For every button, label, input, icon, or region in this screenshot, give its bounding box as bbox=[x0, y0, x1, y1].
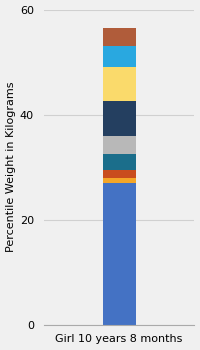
Bar bbox=[103, 28, 136, 46]
Bar bbox=[103, 67, 136, 102]
Bar bbox=[103, 178, 136, 183]
Y-axis label: Percentile Weight in Kilograms: Percentile Weight in Kilograms bbox=[6, 82, 16, 252]
Bar bbox=[103, 170, 136, 178]
Bar bbox=[103, 183, 136, 325]
Bar bbox=[103, 154, 136, 170]
Bar bbox=[103, 46, 136, 67]
Bar bbox=[103, 102, 136, 135]
Bar bbox=[103, 135, 136, 154]
